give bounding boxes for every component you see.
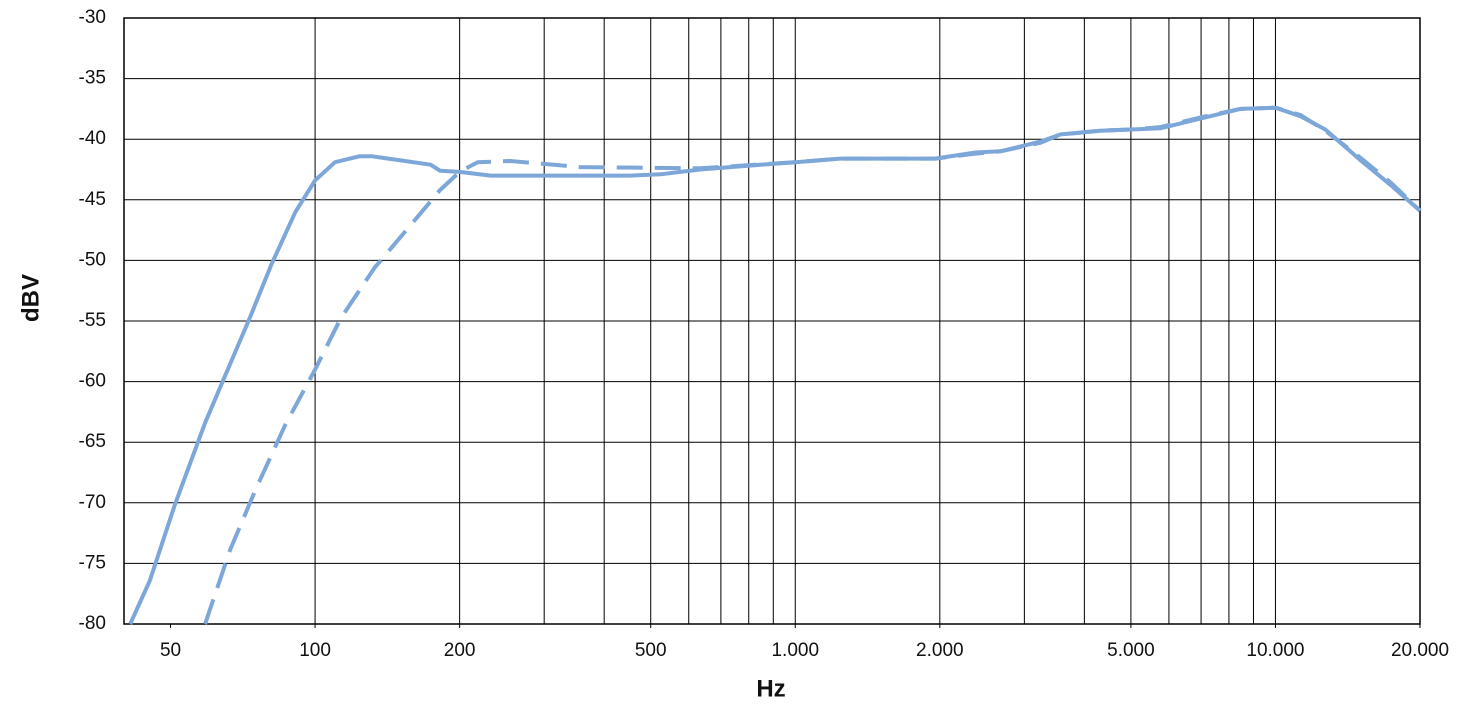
y-tick-label: -65 xyxy=(79,431,106,452)
y-tick-label: -40 xyxy=(79,128,106,149)
x-tick-label: 1.000 xyxy=(771,640,819,661)
x-tick-label: 20.000 xyxy=(1391,640,1449,661)
x-tick-label: 50 xyxy=(160,640,181,661)
y-tick-label: -45 xyxy=(79,189,106,210)
y-tick-label: -30 xyxy=(79,7,106,28)
x-tick-label: 500 xyxy=(635,640,667,661)
x-tick-label: 5.000 xyxy=(1107,640,1155,661)
line-series xyxy=(203,105,1422,625)
y-tick-label: -35 xyxy=(79,68,106,89)
plot-frame xyxy=(123,17,1421,625)
x-tick-label: 2.000 xyxy=(916,640,964,661)
line-series xyxy=(128,105,1422,625)
y-tick-label: -70 xyxy=(79,492,106,513)
x-tick-label: 100 xyxy=(299,640,331,661)
y-tick-label: -75 xyxy=(79,552,106,573)
y-tick-label: -55 xyxy=(79,310,106,331)
y-axis-title: dBV xyxy=(17,274,44,322)
y-tick-label: -60 xyxy=(79,371,106,392)
x-axis-title: Hz xyxy=(756,675,785,702)
x-tick-label: 200 xyxy=(444,640,476,661)
y-tick-label: -80 xyxy=(79,613,106,634)
x-tick-label: 10.000 xyxy=(1246,640,1304,661)
y-tick-label: -50 xyxy=(79,249,106,270)
